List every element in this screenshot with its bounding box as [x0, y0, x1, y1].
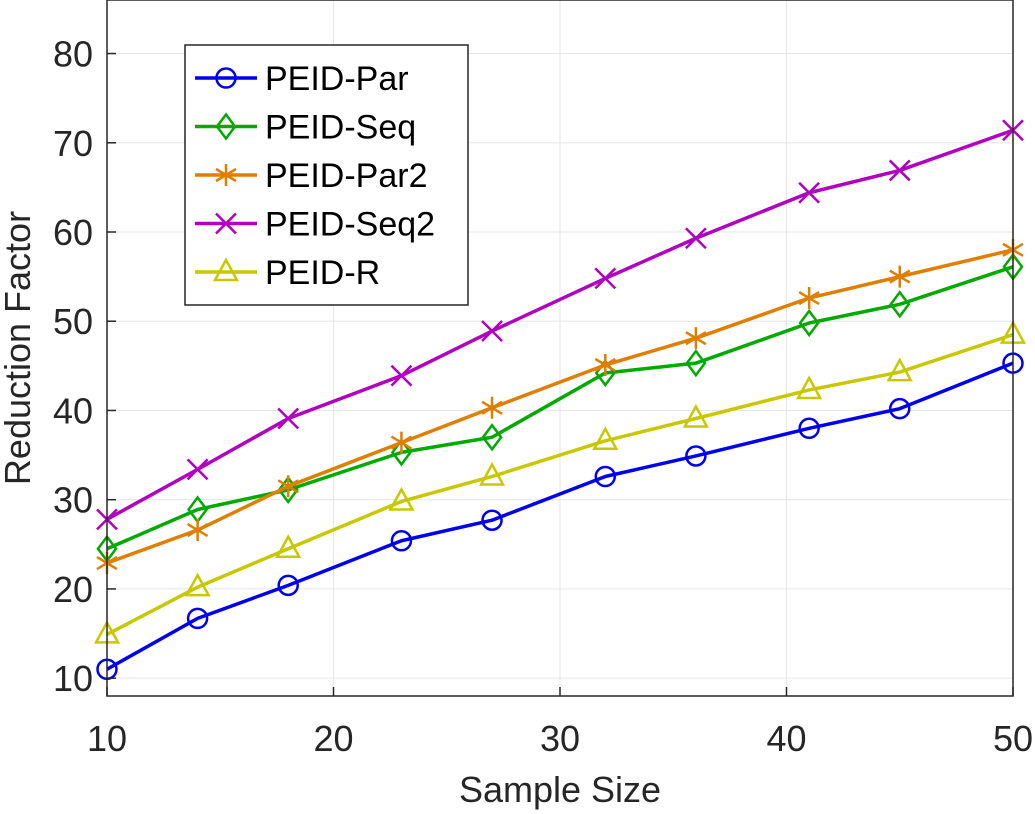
- legend-marker: [215, 212, 237, 235]
- data-point: [184, 572, 211, 597]
- data-point: [798, 417, 820, 440]
- y-tick-label: 10: [53, 658, 93, 699]
- legend-item: PEID-Par: [195, 60, 409, 98]
- legend: PEID-Par PEID-Seq PEID-Par2 PEID-Seq2 PEID-R: [184, 44, 469, 306]
- data-point: [889, 397, 911, 420]
- data-point: [390, 529, 413, 552]
- legend-item: PEID-Seq: [195, 109, 416, 147]
- data-point: [275, 534, 302, 559]
- data-point: [685, 327, 707, 350]
- y-tick-label: 80: [53, 34, 93, 75]
- data-point: [186, 519, 209, 542]
- data-point: [277, 475, 299, 504]
- legend-marker: [212, 257, 240, 282]
- x-tick-label: 40: [766, 718, 806, 759]
- data-point: [481, 509, 503, 531]
- legend-label: PEID-Seq2: [265, 206, 435, 244]
- data-point: [390, 438, 413, 467]
- legend-label: PEID-R: [265, 254, 380, 292]
- legend-marker: [215, 164, 237, 186]
- data-point: [594, 267, 617, 290]
- data-point: [592, 426, 619, 451]
- series-line: [106, 265, 1014, 551]
- x-axis-ticks: 10 20 30 40 50: [87, 687, 1033, 759]
- data-point: [685, 227, 707, 250]
- y-tick-label: 40: [53, 390, 93, 431]
- series-peid-par: [96, 352, 1024, 680]
- data-point: [478, 461, 506, 486]
- data-point: [481, 320, 503, 342]
- y-tick-label: 30: [53, 480, 93, 521]
- series-line: [106, 128, 1014, 521]
- data-point: [798, 181, 821, 204]
- data-point: [889, 265, 911, 288]
- y-tick-label: 50: [53, 301, 93, 342]
- data-point: [481, 396, 503, 419]
- data-point: [388, 486, 415, 511]
- legend-marker: [215, 112, 237, 141]
- legend-label: PEID-Par: [265, 60, 409, 98]
- data-point: [390, 364, 413, 387]
- y-tick-label: 70: [53, 123, 93, 164]
- data-point: [277, 407, 300, 430]
- y-axis-label: Reduction Factor: [0, 211, 38, 485]
- series-line: [106, 248, 1014, 565]
- data-point: [685, 349, 707, 378]
- data-point: [594, 465, 617, 488]
- legend-label: PEID-Par2: [265, 157, 428, 195]
- legend-marker: [215, 67, 237, 89]
- legend-item: PEID-R: [195, 254, 380, 292]
- data-point: [277, 475, 299, 498]
- data-point: [481, 423, 503, 452]
- data-point: [889, 290, 911, 319]
- data-point: [390, 431, 413, 454]
- series-line: [106, 361, 1014, 671]
- data-point: [682, 403, 710, 428]
- y-axis-ticks: 10 20 30 40 50 60 70 80: [53, 34, 116, 699]
- series-line: [106, 332, 1014, 636]
- series-layer: [93, 119, 1027, 680]
- data-point: [594, 353, 616, 376]
- data-point: [796, 375, 823, 400]
- data-point: [886, 357, 913, 382]
- x-axis-label: Sample Size: [459, 769, 661, 810]
- legend-label: PEID-Seq: [265, 109, 416, 147]
- y-tick-label: 60: [53, 212, 93, 253]
- x-tick-label: 50: [993, 718, 1033, 759]
- legend-item: PEID-Seq2: [195, 206, 435, 244]
- y-tick-label: 20: [53, 569, 93, 610]
- data-point: [186, 458, 209, 481]
- data-point: [798, 308, 820, 338]
- data-point: [186, 607, 209, 630]
- data-point: [685, 445, 707, 467]
- x-tick-label: 30: [540, 718, 580, 759]
- legend-item: PEID-Par2: [195, 157, 428, 195]
- series-peid-seq2: [96, 119, 1024, 531]
- data-point: [798, 287, 820, 310]
- x-tick-label: 20: [313, 718, 353, 759]
- data-point: [888, 159, 911, 182]
- data-point: [277, 574, 299, 597]
- x-tick-label: 10: [87, 718, 127, 759]
